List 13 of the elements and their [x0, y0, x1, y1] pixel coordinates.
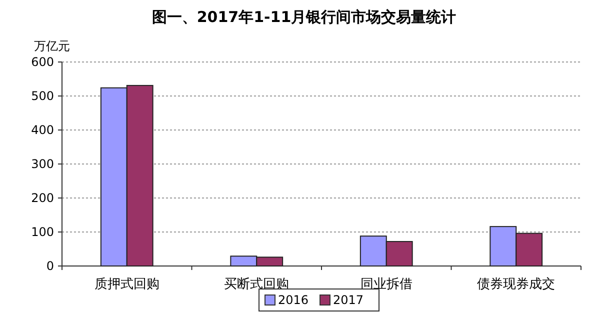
chart-title: 图一、2017年1-11月银行间市场交易量统计 — [152, 8, 456, 26]
y-tick-label: 300 — [31, 157, 54, 172]
y-tick-label: 500 — [31, 89, 54, 104]
x-tick-label: 质押式回购 — [94, 277, 160, 292]
legend-label: 2016 — [278, 293, 309, 308]
y-tick-label: 600 — [31, 55, 54, 70]
x-tick-label: 债券现券成交 — [477, 276, 556, 292]
y-tick-label: 0 — [46, 259, 54, 274]
y-tick-label: 100 — [31, 225, 54, 240]
legend-label: 2017 — [333, 293, 364, 308]
y-tick-label: 400 — [31, 123, 54, 138]
y-tick-label: 200 — [31, 191, 54, 206]
y-axis-title: 万亿元 — [34, 39, 70, 53]
